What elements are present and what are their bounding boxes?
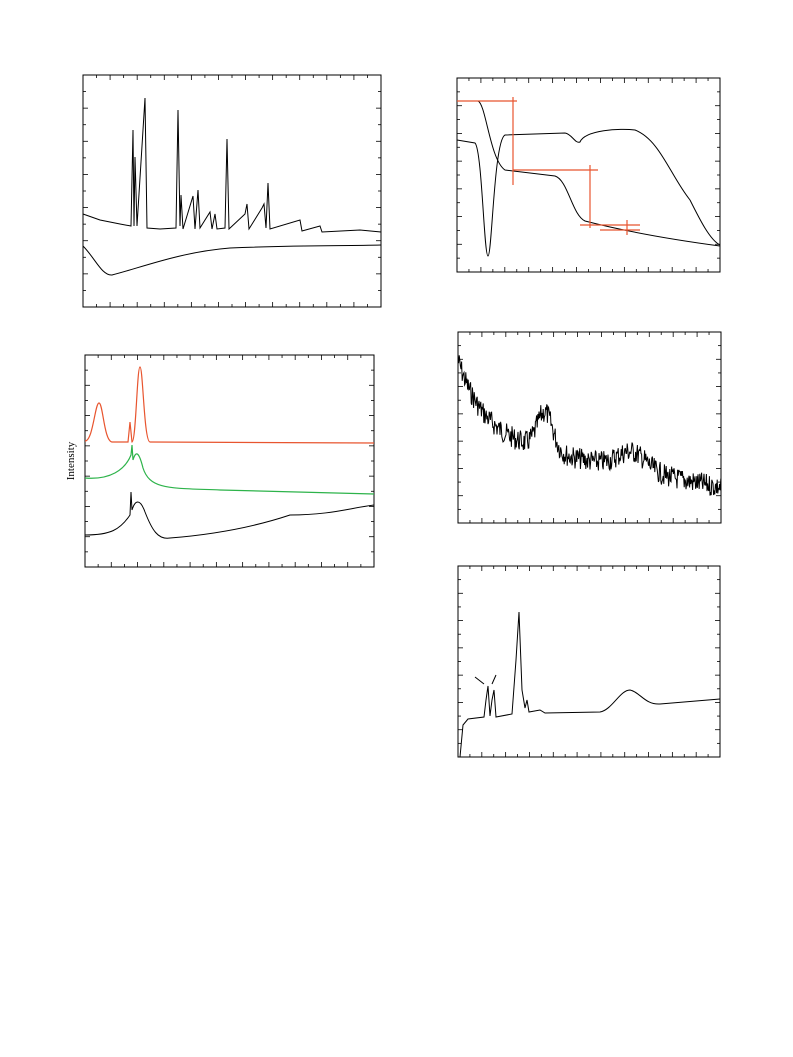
panel-noisy-right bbox=[457, 331, 722, 524]
plot-frame bbox=[456, 77, 721, 273]
y-axis-label: Intensity bbox=[65, 441, 77, 480]
trace bbox=[456, 128, 721, 257]
trace-green bbox=[84, 444, 375, 495]
panel-xrd-bottom-left: Intensity bbox=[65, 354, 375, 568]
panel-tga-top-right bbox=[456, 77, 721, 273]
trace bbox=[457, 100, 721, 247]
panel-xrd-bottom-right bbox=[457, 565, 721, 758]
plot-frame bbox=[457, 565, 721, 758]
trace bbox=[82, 97, 382, 233]
trace-red bbox=[84, 366, 375, 444]
onset-line bbox=[457, 97, 640, 235]
trace bbox=[457, 355, 722, 496]
trace bbox=[459, 611, 721, 758]
plot-frame bbox=[82, 74, 382, 308]
trace bbox=[82, 244, 382, 276]
trace bbox=[84, 491, 375, 539]
arrow bbox=[474, 674, 497, 685]
panel-xrd-top-left bbox=[82, 74, 382, 308]
